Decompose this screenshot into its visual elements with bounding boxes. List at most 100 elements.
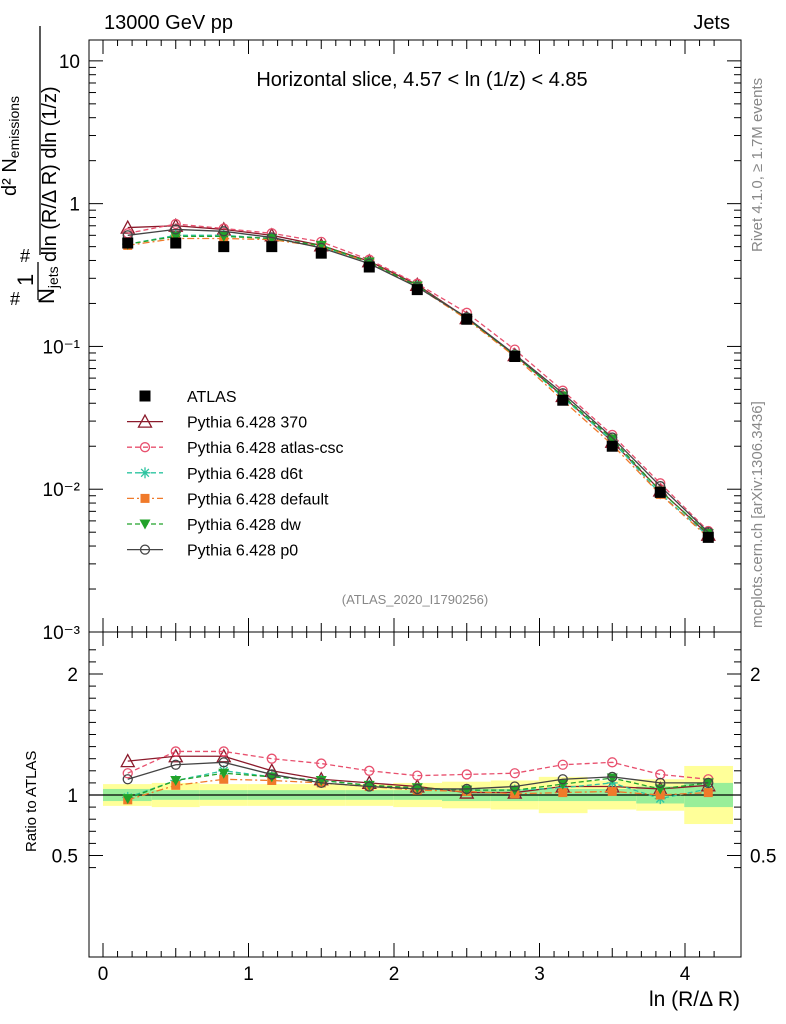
legend-item: ATLAS (139, 389, 237, 406)
marker-circle (316, 758, 327, 769)
data-point (606, 440, 618, 452)
legend-label: Pythia 6.428 p0 (187, 543, 298, 560)
marker-circle (557, 774, 568, 785)
axes-ticks: 10 1 10⁻¹ 10⁻² 10⁻³ 0 1 2 3 4 2 1 0.5 2 0.5 (43, 40, 776, 985)
uncertainty-bands (89, 765, 741, 825)
marker-circle (412, 783, 423, 795)
data-point (218, 241, 230, 253)
legend-item: Pythia 6.428 370 (127, 413, 307, 432)
y-tick-label: 10⁻² (43, 480, 81, 501)
marker-circle (607, 771, 618, 782)
marker-triangle-down (606, 773, 618, 784)
data-point (170, 237, 182, 249)
y-tick-label: 10⁻¹ (43, 337, 81, 358)
marker-triangle-down (170, 775, 182, 786)
marker-circle (170, 759, 181, 770)
x-axis-label: ln (R/Δ R) (649, 988, 740, 1011)
data-point (557, 394, 569, 406)
marker-circle (139, 442, 151, 453)
series-line (127, 223, 709, 532)
marker-triangle-down (461, 785, 473, 796)
marker-triangle-down (139, 519, 151, 530)
ratio-tick-label: 1 (67, 786, 78, 807)
marker-circle (461, 783, 472, 795)
marker-circle (412, 770, 423, 781)
marker-triangle-down (170, 231, 182, 242)
marker-circle (218, 757, 229, 768)
marker-circle (364, 781, 375, 792)
marker-circle (122, 768, 133, 779)
marker-circle (557, 759, 568, 770)
legend-label: Pythia 6.428 default (187, 491, 329, 508)
legend-label: Pythia 6.428 atlas-csc (187, 440, 344, 457)
data-point (122, 237, 134, 249)
legend-swatch (139, 390, 151, 402)
series-line (127, 225, 709, 536)
ratio-tick-label-right: 2 (750, 665, 761, 686)
series-line (127, 228, 709, 533)
x-tick-label: 4 (680, 964, 691, 985)
marker-triangle-down (218, 768, 230, 779)
ratio-tick-label-right: 0.5 (750, 847, 776, 868)
legend-label: Pythia 6.428 dw (187, 517, 301, 534)
marker-circle (218, 226, 229, 237)
marker-triangle-down (315, 775, 327, 786)
legend-label: Pythia 6.428 370 (187, 415, 307, 432)
marker-triangle (137, 413, 153, 428)
ratio-tick-label: 0.5 (52, 847, 78, 868)
marker-triangle (120, 753, 136, 768)
data-point (266, 241, 278, 253)
y-tick-label: 10⁻³ (43, 623, 81, 644)
marker-circle (266, 753, 277, 764)
marker-circle (607, 757, 618, 768)
y-axis-label: # 1 Njets # d² Nemissions dln (R/Δ R) dl… (0, 26, 61, 309)
marker-triangle-down (606, 434, 618, 445)
legend-item: Pythia 6.428 default (127, 491, 329, 508)
ylabel-denominator: dln (R/Δ R) dln (1/z) (39, 86, 61, 262)
marker-circle (509, 781, 520, 792)
legend-item: Pythia 6.428 atlas-csc (127, 440, 344, 457)
marker-circle (364, 765, 375, 776)
series-ratio-line (127, 761, 709, 790)
marker-circle (170, 218, 181, 230)
marker-circle (461, 769, 472, 780)
data-point (461, 313, 473, 325)
marker-circle (703, 777, 714, 789)
x-tick-label: 3 (534, 964, 545, 985)
marker-square (558, 788, 568, 798)
data-point (411, 284, 423, 296)
marker-circle (655, 777, 666, 789)
data-point (654, 486, 666, 498)
data-point (363, 261, 375, 273)
marker-circle (170, 746, 181, 757)
ratio-tick-label: 2 (67, 665, 78, 686)
marker-star-stroke (140, 468, 150, 478)
series-pythia-6-428-p0 (122, 224, 714, 795)
marker-square (703, 788, 713, 798)
data-point (509, 351, 521, 363)
header-energy: 13000 GeV pp (104, 12, 233, 34)
y-tick-label: 1 (69, 195, 80, 216)
marker-square (219, 774, 229, 784)
legend-label: ATLAS (187, 389, 237, 406)
data-layer (122, 237, 714, 543)
data-point (702, 531, 714, 543)
marker-triangle-down (122, 794, 134, 805)
data-point (315, 247, 327, 259)
x-tick-label: 0 (98, 964, 109, 985)
marker-circle (266, 769, 277, 780)
marker-circle (218, 746, 229, 757)
series-ratio-line (127, 750, 709, 780)
series-pythia-6-428-370 (120, 217, 716, 799)
marker-triangle (168, 748, 184, 763)
legend: ATLAS Pythia 6.428 370 Pythia 6.428 atlas-… (127, 389, 344, 560)
ratio-y-axis-label: Ratio to ATLAS (23, 751, 40, 852)
ylabel-hash-2: # (20, 246, 30, 266)
legend-item: Pythia 6.428 dw (127, 517, 301, 534)
header-process: Jets (693, 12, 730, 34)
marker-square (607, 786, 617, 796)
chart-title: Horizontal slice, 4.57 < ln (1/z) < 4.85 (256, 69, 587, 91)
marker-circle (122, 774, 133, 785)
ylabel-hash: # (10, 289, 20, 309)
